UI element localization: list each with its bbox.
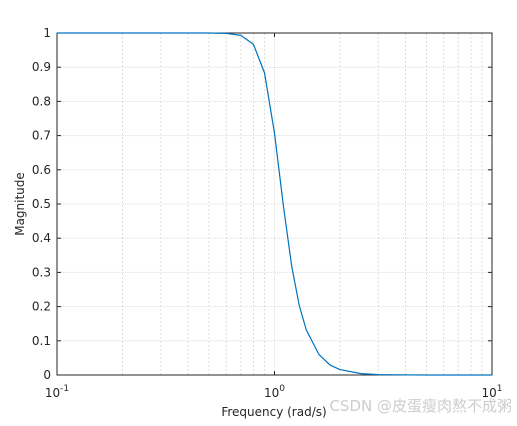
y-tick-label: 0.2	[32, 300, 51, 314]
y-tick-label: 0.5	[32, 197, 51, 211]
y-tick-label: 0	[43, 368, 51, 382]
y-tick-label: 0.3	[32, 265, 51, 279]
x-tick-exponent: 1	[497, 384, 503, 394]
y-tick-label: 0.1	[32, 334, 51, 348]
y-tick-label: 1	[43, 26, 51, 40]
y-axis-label: Magnitude	[13, 172, 27, 236]
x-tick-label: 101	[481, 384, 502, 400]
x-tick-label: 10-1	[45, 384, 69, 400]
x-tick-label: 100	[264, 384, 285, 400]
x-axis-label: Frequency (rad/s)	[221, 405, 326, 419]
x-tick-base: 10	[481, 386, 496, 400]
x-tick-exponent: -1	[60, 384, 69, 394]
y-tick-label: 0.8	[32, 94, 51, 108]
x-tick-base: 10	[45, 386, 60, 400]
axes-box	[56, 32, 493, 376]
watermark: CSDN @皮蛋瘦肉熬不成粥	[329, 397, 512, 415]
x-tick-base: 10	[264, 386, 279, 400]
line-series	[56, 32, 493, 376]
x-tick-exponent: 0	[279, 384, 285, 394]
y-tick-label: 0.9	[32, 60, 51, 74]
y-tick-label: 0.7	[32, 129, 51, 143]
y-tick-label: 0.4	[32, 231, 51, 245]
y-tick-label: 0.6	[32, 163, 51, 177]
